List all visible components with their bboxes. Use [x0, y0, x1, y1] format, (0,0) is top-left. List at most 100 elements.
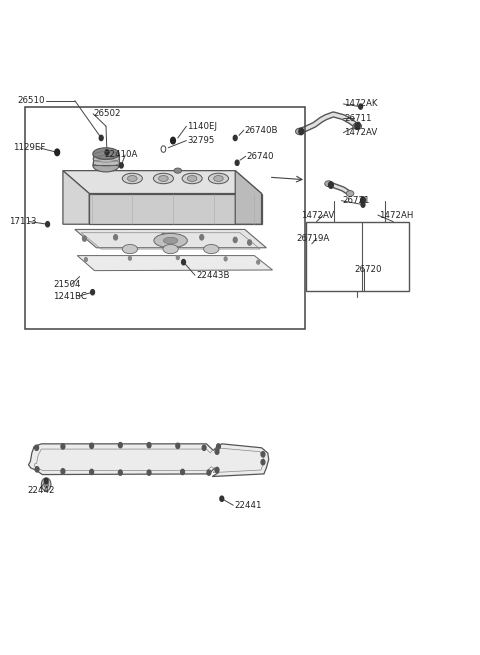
Polygon shape: [89, 193, 262, 224]
Text: 32795: 32795: [187, 136, 215, 145]
Polygon shape: [77, 255, 273, 271]
Text: 26740: 26740: [247, 152, 274, 160]
Polygon shape: [235, 171, 262, 224]
Circle shape: [261, 460, 265, 465]
Polygon shape: [75, 229, 266, 248]
Ellipse shape: [122, 174, 143, 183]
Text: 26719A: 26719A: [297, 234, 330, 243]
Text: 21504: 21504: [53, 280, 81, 289]
Text: 1472AV: 1472AV: [301, 210, 335, 219]
Ellipse shape: [174, 168, 181, 174]
Text: 1472AV: 1472AV: [344, 128, 378, 138]
Circle shape: [83, 236, 86, 241]
Circle shape: [119, 470, 122, 476]
Circle shape: [233, 237, 237, 242]
Circle shape: [181, 259, 185, 265]
Circle shape: [202, 445, 206, 451]
Circle shape: [105, 150, 109, 155]
Circle shape: [46, 221, 49, 227]
Circle shape: [200, 234, 204, 240]
Circle shape: [120, 163, 123, 168]
Text: 22441: 22441: [234, 501, 262, 510]
Circle shape: [224, 257, 227, 261]
Circle shape: [61, 444, 65, 449]
Circle shape: [299, 128, 304, 135]
Circle shape: [360, 196, 365, 203]
Circle shape: [233, 136, 237, 141]
Circle shape: [55, 149, 60, 156]
Circle shape: [84, 257, 87, 261]
Circle shape: [35, 467, 39, 472]
Circle shape: [261, 452, 265, 457]
Circle shape: [220, 496, 224, 501]
Text: 26502: 26502: [93, 109, 120, 119]
Circle shape: [90, 470, 94, 475]
Circle shape: [215, 449, 219, 455]
Text: 17113: 17113: [9, 217, 37, 226]
Circle shape: [147, 443, 151, 448]
Ellipse shape: [353, 123, 361, 130]
Circle shape: [61, 469, 65, 474]
Circle shape: [114, 234, 118, 240]
Polygon shape: [93, 154, 119, 166]
Circle shape: [129, 256, 132, 260]
Ellipse shape: [93, 148, 119, 160]
Ellipse shape: [296, 128, 304, 135]
Circle shape: [99, 136, 103, 141]
Text: 26740B: 26740B: [245, 126, 278, 135]
Circle shape: [44, 479, 48, 483]
Circle shape: [90, 443, 94, 449]
Circle shape: [176, 443, 180, 449]
Circle shape: [361, 202, 365, 207]
Ellipse shape: [44, 481, 48, 487]
Circle shape: [35, 445, 38, 451]
Text: 26510: 26510: [18, 96, 45, 105]
Circle shape: [257, 260, 260, 264]
Text: 26720: 26720: [354, 265, 382, 274]
Ellipse shape: [158, 176, 168, 181]
Text: 22443B: 22443B: [196, 271, 229, 280]
Text: 26721: 26721: [342, 196, 370, 205]
Text: 1140EJ: 1140EJ: [187, 122, 217, 131]
Ellipse shape: [208, 174, 228, 183]
Polygon shape: [63, 171, 262, 193]
Polygon shape: [63, 171, 89, 224]
Circle shape: [176, 255, 179, 259]
Circle shape: [359, 104, 362, 109]
Circle shape: [180, 470, 184, 475]
Ellipse shape: [346, 191, 354, 196]
Circle shape: [147, 470, 151, 476]
Text: 26711: 26711: [344, 114, 372, 123]
Circle shape: [119, 443, 122, 448]
Circle shape: [328, 181, 333, 188]
Circle shape: [215, 468, 219, 473]
Ellipse shape: [214, 176, 223, 181]
Circle shape: [161, 233, 165, 238]
Text: 1472AK: 1472AK: [344, 100, 378, 109]
Polygon shape: [28, 444, 269, 477]
Circle shape: [248, 240, 252, 245]
Circle shape: [356, 122, 360, 128]
Ellipse shape: [122, 244, 138, 253]
Text: 1129EF: 1129EF: [12, 143, 45, 152]
Text: 22442: 22442: [27, 487, 55, 495]
Ellipse shape: [154, 233, 187, 248]
Bar: [24, 107, 305, 329]
Circle shape: [355, 123, 360, 130]
Ellipse shape: [204, 244, 219, 253]
Text: 1241BC: 1241BC: [53, 291, 87, 301]
Ellipse shape: [163, 237, 178, 244]
Ellipse shape: [187, 176, 197, 181]
Ellipse shape: [163, 244, 178, 253]
Circle shape: [235, 160, 239, 166]
Circle shape: [216, 444, 220, 449]
Text: 1472AH: 1472AH: [379, 210, 413, 219]
Text: 22410A: 22410A: [104, 151, 137, 159]
Ellipse shape: [324, 181, 332, 187]
Bar: [306, 221, 409, 291]
Circle shape: [170, 138, 175, 144]
Ellipse shape: [93, 159, 119, 172]
Circle shape: [91, 290, 95, 295]
Ellipse shape: [182, 174, 202, 183]
Ellipse shape: [128, 176, 137, 181]
